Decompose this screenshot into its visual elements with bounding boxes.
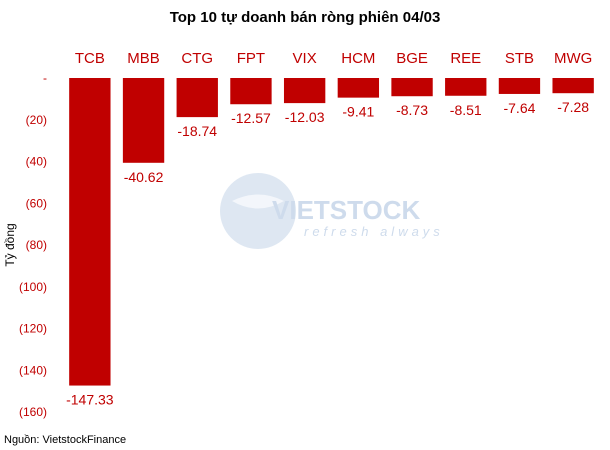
bar-mwg xyxy=(552,78,594,94)
data-label: -147.33 xyxy=(66,392,114,408)
data-label: -8.51 xyxy=(450,102,482,118)
data-label: -40.62 xyxy=(124,169,164,185)
data-label: -7.28 xyxy=(557,99,589,115)
bar-ree xyxy=(445,78,487,96)
y-tick-label: (160) xyxy=(19,405,47,419)
y-tick-label: (140) xyxy=(19,363,47,377)
category-label: STB xyxy=(505,50,534,67)
category-label: CTG xyxy=(181,50,213,67)
y-tick-label: - xyxy=(43,71,47,85)
data-label: -12.03 xyxy=(285,109,325,125)
category-label: MBB xyxy=(127,50,160,67)
bar-ctg xyxy=(176,78,218,118)
data-label: -9.41 xyxy=(342,104,374,120)
category-label: FPT xyxy=(237,50,265,67)
bar-vix xyxy=(283,78,326,104)
category-label: HCM xyxy=(341,50,375,67)
category-label: REE xyxy=(450,50,481,67)
data-label: -12.57 xyxy=(231,110,271,126)
category-label: MWG xyxy=(554,50,592,67)
bar-tcb xyxy=(69,78,111,386)
category-label: TCB xyxy=(75,50,105,67)
y-tick-label: (60) xyxy=(26,196,47,210)
watermark-globe-icon xyxy=(220,173,296,249)
y-tick-label: (20) xyxy=(26,113,47,127)
source-note: Nguồn: VietstockFinance xyxy=(4,434,126,446)
watermark-brand: VIETSTOCK xyxy=(272,195,421,225)
watermark-tagline: refresh always xyxy=(304,224,444,239)
data-label: -7.64 xyxy=(503,100,535,116)
data-label: -18.74 xyxy=(177,123,217,139)
data-label: -8.73 xyxy=(396,102,428,118)
vietstock-watermark: VIETSTOCK refresh always xyxy=(220,173,444,249)
bar-bge xyxy=(391,78,433,97)
y-tick-label: (40) xyxy=(26,155,47,169)
chart-title: Top 10 tự doanh bán ròng phiên 04/03 xyxy=(170,9,441,26)
bar-fpt xyxy=(230,78,272,105)
y-axis: - (20) (40) (60) (80) (100) (120) (140) (160) xyxy=(19,71,47,419)
category-label: BGE xyxy=(396,50,428,67)
bar-stb xyxy=(498,78,541,94)
bars xyxy=(69,78,594,386)
y-tick-label: (80) xyxy=(26,238,47,252)
category-labels: TCB MBB CTG FPT VIX HCM BGE REE STB MWG xyxy=(75,50,592,67)
value-labels: -147.33 -40.62 -18.74 -12.57 -12.03 -9.41 -8.7… xyxy=(66,99,589,407)
bar-mbb xyxy=(122,78,165,163)
category-label: VIX xyxy=(293,50,317,67)
y-axis-label: Tỷ đồng xyxy=(3,223,17,266)
bar-hcm xyxy=(337,78,380,98)
y-tick-label: (100) xyxy=(19,280,47,294)
y-tick-label: (120) xyxy=(19,322,47,336)
watermark-swoosh-icon xyxy=(232,194,284,209)
